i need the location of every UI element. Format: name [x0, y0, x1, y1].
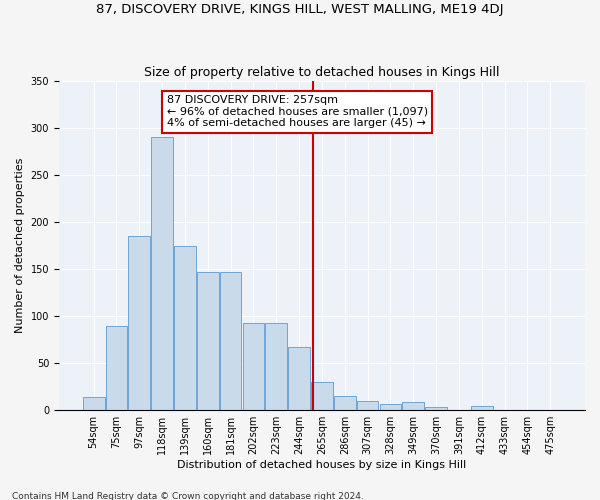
- Bar: [83, 397, 104, 410]
- X-axis label: Distribution of detached houses by size in Kings Hill: Distribution of detached houses by size …: [178, 460, 467, 470]
- Bar: [265, 322, 287, 410]
- Bar: [334, 396, 356, 410]
- Bar: [174, 246, 196, 410]
- Bar: [288, 347, 310, 410]
- Title: Size of property relative to detached houses in Kings Hill: Size of property relative to detached ho…: [144, 66, 500, 78]
- Text: 87 DISCOVERY DRIVE: 257sqm
← 96% of detached houses are smaller (1,097)
4% of se: 87 DISCOVERY DRIVE: 257sqm ← 96% of deta…: [167, 95, 428, 128]
- Bar: [311, 382, 333, 410]
- Bar: [357, 401, 379, 410]
- Bar: [106, 326, 127, 410]
- Bar: [197, 272, 218, 410]
- Bar: [471, 406, 493, 410]
- Bar: [128, 236, 150, 410]
- Text: Contains HM Land Registry data © Crown copyright and database right 2024.: Contains HM Land Registry data © Crown c…: [12, 492, 364, 500]
- Bar: [151, 138, 173, 410]
- Y-axis label: Number of detached properties: Number of detached properties: [15, 158, 25, 334]
- Text: 87, DISCOVERY DRIVE, KINGS HILL, WEST MALLING, ME19 4DJ: 87, DISCOVERY DRIVE, KINGS HILL, WEST MA…: [96, 2, 504, 16]
- Bar: [242, 322, 265, 410]
- Bar: [380, 404, 401, 410]
- Bar: [220, 272, 241, 410]
- Bar: [425, 408, 447, 410]
- Bar: [403, 402, 424, 410]
